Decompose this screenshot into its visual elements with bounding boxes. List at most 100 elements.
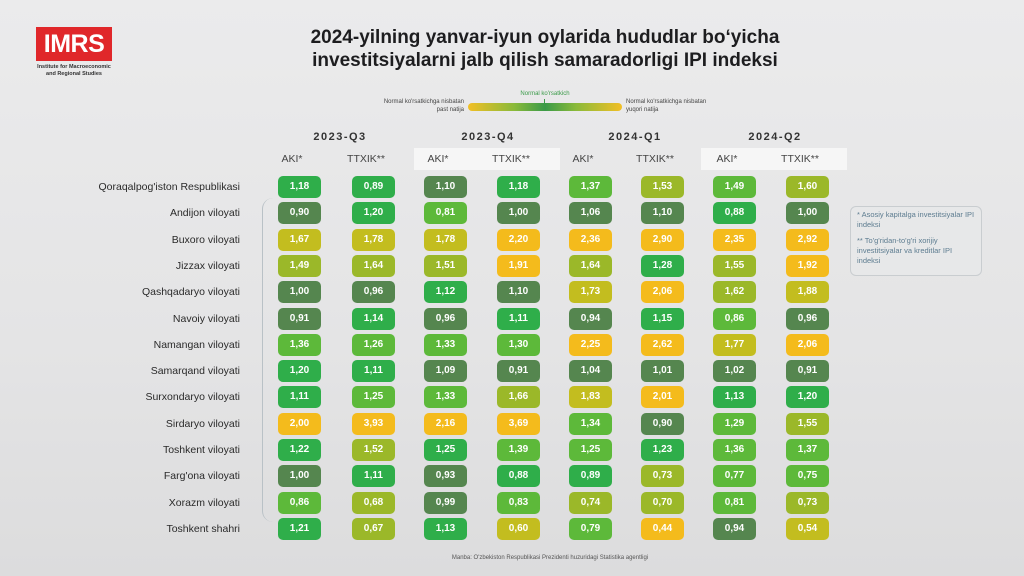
value-cell: 2,25: [569, 333, 612, 356]
value-cell: 1,37: [786, 439, 829, 461]
value-cell: 0,96: [786, 307, 829, 330]
value-cell: 0,88: [713, 202, 756, 225]
value-cell: 1,13: [713, 386, 756, 409]
value-cell: 0,90: [641, 412, 684, 435]
value-cell: 2,90: [641, 228, 684, 251]
value-cell: 1,37: [569, 176, 612, 198]
value-cell: 0,94: [713, 517, 756, 540]
value-cell: 0,94: [569, 307, 612, 330]
value-cell: 3,69: [497, 412, 540, 435]
value-cell: 1,83: [569, 386, 612, 409]
value-cell: 1,14: [352, 307, 395, 330]
footnote-ttxik: ** To'g'ridan-to'g'ri xorijiy investitsi…: [857, 236, 953, 265]
region-label: Samarqand viloyati: [150, 365, 240, 378]
value-cell: 1,21: [278, 517, 321, 540]
ttxik-header: TTXIK**: [636, 153, 674, 165]
value-cell: 1,22: [278, 439, 321, 461]
value-cell: 1,73: [569, 281, 612, 304]
value-cell: 1,78: [352, 228, 395, 251]
region-label: Xorazm viloyati: [168, 496, 240, 509]
legend-high-label: Normal ko'rsatkichga nisbatan yuqori nat…: [626, 99, 707, 113]
value-cell: 1,09: [424, 360, 467, 383]
value-cell: 1,77: [713, 333, 756, 356]
value-cell: 1,10: [424, 176, 467, 198]
value-cell: 2,35: [713, 228, 756, 251]
aki-header: AKI*: [716, 153, 738, 165]
value-cell: 2,20: [497, 228, 540, 251]
value-cell: 1,64: [352, 254, 395, 277]
value-cell: 1,34: [569, 412, 612, 435]
value-cell: 1,33: [424, 386, 467, 409]
value-cell: 1,39: [497, 439, 540, 461]
region-label: Andijon viloyati: [169, 207, 240, 220]
value-cell: 1,62: [713, 281, 756, 304]
value-cell: 1,01: [641, 360, 684, 383]
subcolumn-header-group: AKI* TTXIK**: [701, 148, 847, 170]
value-cell: 0,54: [786, 517, 829, 540]
value-cell: 0,77: [713, 465, 756, 488]
value-cell: 1,53: [641, 176, 684, 198]
value-cell: 0,89: [352, 176, 395, 198]
region-label: Navoiy viloyati: [172, 312, 240, 325]
region-label: Sirdaryo viloyati: [165, 417, 240, 430]
value-cell: 0,96: [352, 281, 395, 304]
value-cell: 0,89: [569, 465, 612, 488]
value-cell: 1,00: [278, 281, 321, 304]
region-label: Jizzax viloyati: [175, 259, 240, 272]
value-cell: 1,91: [497, 254, 540, 277]
value-cell: 1,52: [352, 439, 395, 461]
value-cell: 1,10: [497, 281, 540, 304]
subcolumn-header-group: AKI* TTXIK**: [414, 148, 560, 170]
quarter-header: 2023-Q3: [313, 131, 367, 143]
row-bracket: [262, 198, 273, 522]
chart-title: 2024-yilning yanvar-iyun oylarida hududl…: [250, 26, 840, 72]
value-cell: 0,91: [278, 307, 321, 330]
value-cell: 0,91: [786, 360, 829, 383]
value-cell: 2,01: [641, 386, 684, 409]
value-cell: 1,64: [569, 254, 612, 277]
region-label: Toshkent shahri: [166, 522, 240, 535]
value-cell: 1,23: [641, 439, 684, 461]
value-cell: 0,44: [641, 517, 684, 540]
value-cell: 1,49: [278, 254, 321, 277]
ttxik-header: TTXIK**: [492, 153, 530, 165]
imrs-logo: IMRS Institute for Macroeconomic and Reg…: [36, 27, 112, 77]
value-cell: 2,62: [641, 333, 684, 356]
logo-subtitle: Institute for Macroeconomic and Regional…: [36, 64, 112, 77]
source-note: Manba: O'zbekiston Respublikasi Preziden…: [451, 555, 649, 561]
value-cell: 1,18: [497, 176, 540, 198]
value-cell: 1,25: [569, 439, 612, 461]
value-cell: 0,86: [713, 307, 756, 330]
value-cell: 0,96: [424, 307, 467, 330]
value-cell: 1,10: [641, 202, 684, 225]
value-cell: 1,28: [641, 254, 684, 277]
value-cell: 0,73: [641, 465, 684, 488]
value-cell: 1,11: [497, 307, 540, 330]
footnote-box: * Asosiy kapitalga investitsiyalar IPI i…: [850, 206, 982, 276]
title-line-2: investitsiyalarni jalb qilish samaradorl…: [312, 50, 778, 71]
value-cell: 1,55: [786, 412, 829, 435]
quarter-header: 2024-Q2: [748, 131, 802, 143]
value-cell: 0,83: [497, 491, 540, 514]
value-cell: 1,11: [278, 386, 321, 409]
region-label: Buxoro viloyati: [171, 233, 240, 246]
value-cell: 1,00: [786, 202, 829, 225]
value-cell: 1,55: [713, 254, 756, 277]
value-cell: 2,06: [786, 333, 829, 356]
subcolumn-header-group: AKI* TTXIK**: [561, 148, 707, 170]
value-cell: 2,06: [641, 281, 684, 304]
value-cell: 0,88: [497, 465, 540, 488]
value-cell: 0,70: [641, 491, 684, 514]
value-cell: 1,06: [569, 202, 612, 225]
value-cell: 1,92: [786, 254, 829, 277]
value-cell: 0,91: [497, 360, 540, 383]
region-label: Farg'ona viloyati: [163, 470, 240, 483]
logo-subtitle-line2: and Regional Studies: [46, 70, 102, 77]
value-cell: 1,00: [497, 202, 540, 225]
footnote-aki: * Asosiy kapitalga investitsiyalar IPI i…: [857, 210, 975, 229]
aki-header: AKI*: [572, 153, 594, 165]
region-label: Qoraqalpog'iston Respublikasi: [98, 181, 240, 193]
value-cell: 1,18: [278, 176, 321, 198]
ttxik-header: TTXIK**: [781, 153, 819, 165]
value-cell: 0,86: [278, 491, 321, 514]
